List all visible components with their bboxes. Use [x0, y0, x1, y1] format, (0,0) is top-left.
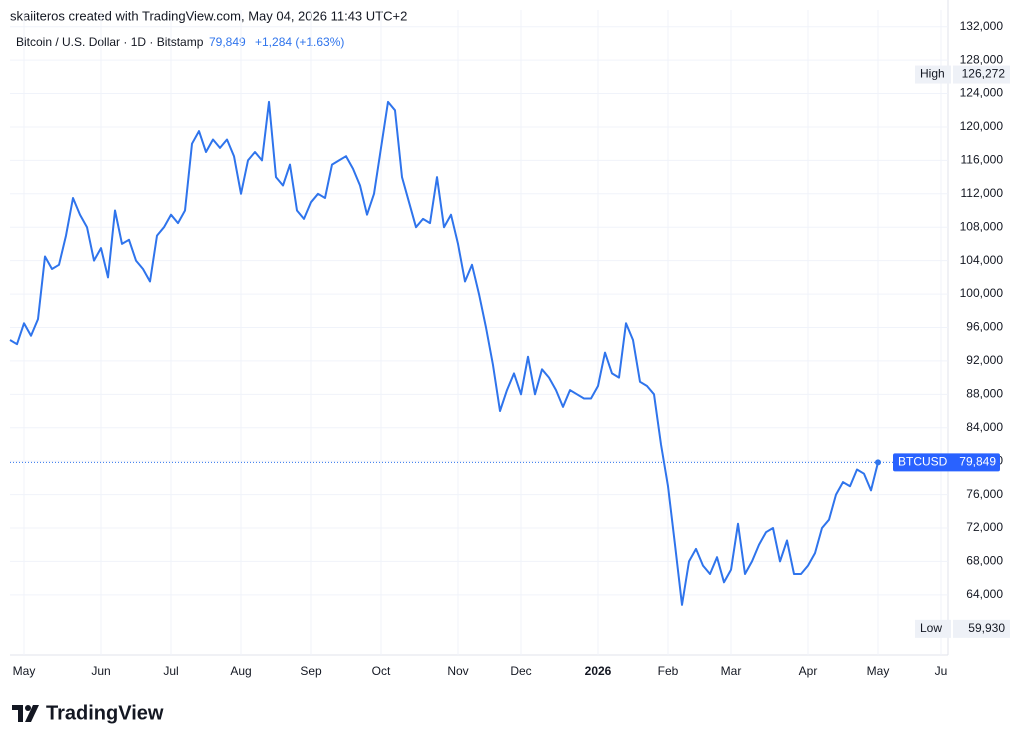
y-tick-label: 92,000: [966, 353, 1003, 367]
y-tick-label: 132,000: [960, 19, 1004, 33]
marker-value-tag: [953, 619, 1010, 638]
x-tick-label: Ju: [935, 664, 948, 678]
marker-value-tag: [953, 65, 1010, 84]
x-tick-label: Oct: [372, 664, 391, 678]
y-tick-label: 96,000: [966, 320, 1003, 334]
x-tick-label: May: [867, 664, 890, 678]
price-change: +1,284 (+1.63%): [255, 35, 344, 49]
logo-text: TradingView: [46, 702, 164, 724]
last-dot: [875, 459, 881, 466]
x-tick-label: Dec: [510, 664, 531, 678]
marker-tag: [915, 619, 951, 638]
x-tick-label: 2026: [585, 664, 612, 678]
price-line: [9, 100, 879, 606]
y-tick-label: 104,000: [960, 253, 1004, 267]
y-tick-label: 112,000: [961, 186, 1004, 200]
y-tick-label: 120,000: [960, 119, 1004, 133]
last-value: 79,849: [959, 455, 996, 469]
y-tick-label: 124,000: [960, 86, 1004, 100]
marker-value: 126,272: [962, 67, 1006, 81]
marker-tag: [915, 65, 951, 84]
x-tick-label: Jul: [163, 664, 178, 678]
marker-value: 59,930: [968, 621, 1005, 635]
credit: skaiiteros created with TradingView.com,…: [10, 8, 407, 23]
y-tick-label: 116,000: [961, 153, 1004, 167]
y-tick-label: 100,000: [960, 286, 1004, 300]
x-tick-label: Apr: [799, 664, 818, 678]
symbol: Bitcoin / U.S. Dollar · 1D · Bitstamp: [16, 35, 204, 49]
grid: [10, 10, 948, 655]
x-tick-label: Jun: [91, 664, 110, 678]
marker-name: Low: [920, 621, 942, 635]
x-tick-label: Feb: [658, 664, 679, 678]
y-tick-label: 64,000: [966, 587, 1003, 601]
y-tick-label: 68,000: [966, 554, 1003, 568]
y-tick-label: 76,000: [966, 487, 1003, 501]
marker-name: High: [920, 67, 945, 81]
last-price: 79,849: [209, 35, 246, 49]
y-tick-label: 128,000: [960, 52, 1004, 66]
y-tick-label: 108,000: [960, 219, 1004, 233]
y-tick-label: 88,000: [966, 386, 1003, 400]
x-tick-label: Mar: [721, 664, 742, 678]
y-tick-label: 84,000: [966, 420, 1003, 434]
last-price-tag: [893, 453, 1000, 472]
x-tick-label: Aug: [230, 664, 251, 678]
logo-icon: [12, 705, 39, 722]
y-tick-label: 72,000: [966, 520, 1003, 534]
x-tick-label: Sep: [300, 664, 322, 678]
last-name: BTCUSD: [898, 455, 948, 469]
x-tick-label: Nov: [447, 664, 468, 678]
x-tick-label: May: [13, 664, 36, 678]
